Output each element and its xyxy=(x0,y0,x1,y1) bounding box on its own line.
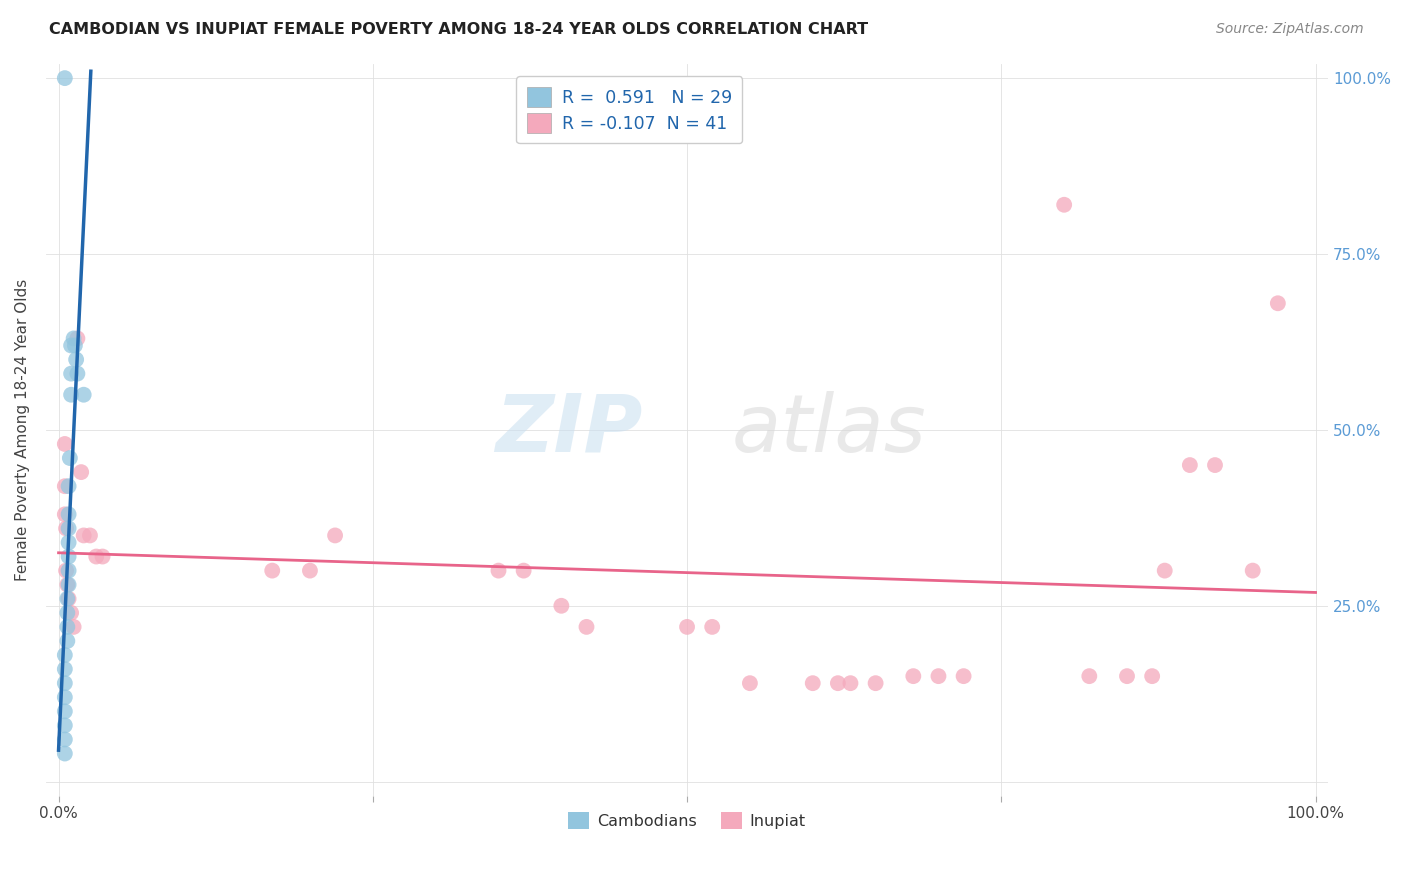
Point xyxy=(53,71,76,86)
Point xyxy=(53,508,76,522)
Point xyxy=(58,479,80,493)
Point xyxy=(1116,669,1139,683)
Point xyxy=(66,367,89,381)
Point xyxy=(827,676,849,690)
Point xyxy=(58,535,80,549)
Point xyxy=(1241,564,1264,578)
Text: CAMBODIAN VS INUPIAT FEMALE POVERTY AMONG 18-24 YEAR OLDS CORRELATION CHART: CAMBODIAN VS INUPIAT FEMALE POVERTY AMON… xyxy=(49,22,869,37)
Point xyxy=(298,564,321,578)
Point xyxy=(53,676,76,690)
Point xyxy=(60,338,83,352)
Y-axis label: Female Poverty Among 18-24 Year Olds: Female Poverty Among 18-24 Year Olds xyxy=(15,279,30,581)
Point xyxy=(73,528,96,542)
Point xyxy=(60,367,83,381)
Text: Source: ZipAtlas.com: Source: ZipAtlas.com xyxy=(1216,22,1364,37)
Point xyxy=(55,564,77,578)
Point xyxy=(66,331,89,345)
Point xyxy=(60,606,83,620)
Point xyxy=(702,620,724,634)
Point xyxy=(56,620,79,634)
Point xyxy=(865,676,887,690)
Point xyxy=(53,662,76,676)
Point xyxy=(927,669,949,683)
Point xyxy=(488,564,510,578)
Point xyxy=(801,676,824,690)
Point xyxy=(952,669,974,683)
Point xyxy=(1267,296,1289,310)
Point xyxy=(53,732,76,747)
Point xyxy=(262,564,284,578)
Point xyxy=(58,549,80,564)
Point xyxy=(676,620,699,634)
Point xyxy=(53,479,76,493)
Point xyxy=(60,388,83,402)
Point xyxy=(575,620,598,634)
Point xyxy=(59,451,82,466)
Point xyxy=(58,508,80,522)
Point xyxy=(70,465,93,479)
Point xyxy=(62,620,84,634)
Point xyxy=(56,577,79,591)
Point xyxy=(512,564,534,578)
Point xyxy=(839,676,862,690)
Point xyxy=(65,352,87,367)
Point xyxy=(53,718,76,732)
Point xyxy=(53,437,76,451)
Point xyxy=(91,549,114,564)
Point xyxy=(56,606,79,620)
Point xyxy=(1153,564,1175,578)
Point xyxy=(323,528,346,542)
Point xyxy=(58,521,80,535)
Point xyxy=(55,521,77,535)
Legend: Cambodians, Inupiat: Cambodians, Inupiat xyxy=(562,805,813,835)
Point xyxy=(53,747,76,761)
Point xyxy=(1204,458,1226,472)
Point xyxy=(53,648,76,662)
Point xyxy=(1053,198,1076,212)
Point xyxy=(73,388,96,402)
Point xyxy=(58,564,80,578)
Point xyxy=(53,704,76,718)
Point xyxy=(550,599,572,613)
Point xyxy=(58,577,80,591)
Point xyxy=(62,331,84,345)
Point xyxy=(738,676,761,690)
Text: ZIP: ZIP xyxy=(495,391,643,469)
Point xyxy=(53,690,76,705)
Point xyxy=(63,338,86,352)
Point xyxy=(58,591,80,606)
Point xyxy=(79,528,101,542)
Point xyxy=(1078,669,1101,683)
Point xyxy=(56,591,79,606)
Point xyxy=(1140,669,1163,683)
Point xyxy=(1178,458,1201,472)
Point xyxy=(84,549,107,564)
Point xyxy=(56,634,79,648)
Text: atlas: atlas xyxy=(733,391,927,469)
Point xyxy=(903,669,925,683)
